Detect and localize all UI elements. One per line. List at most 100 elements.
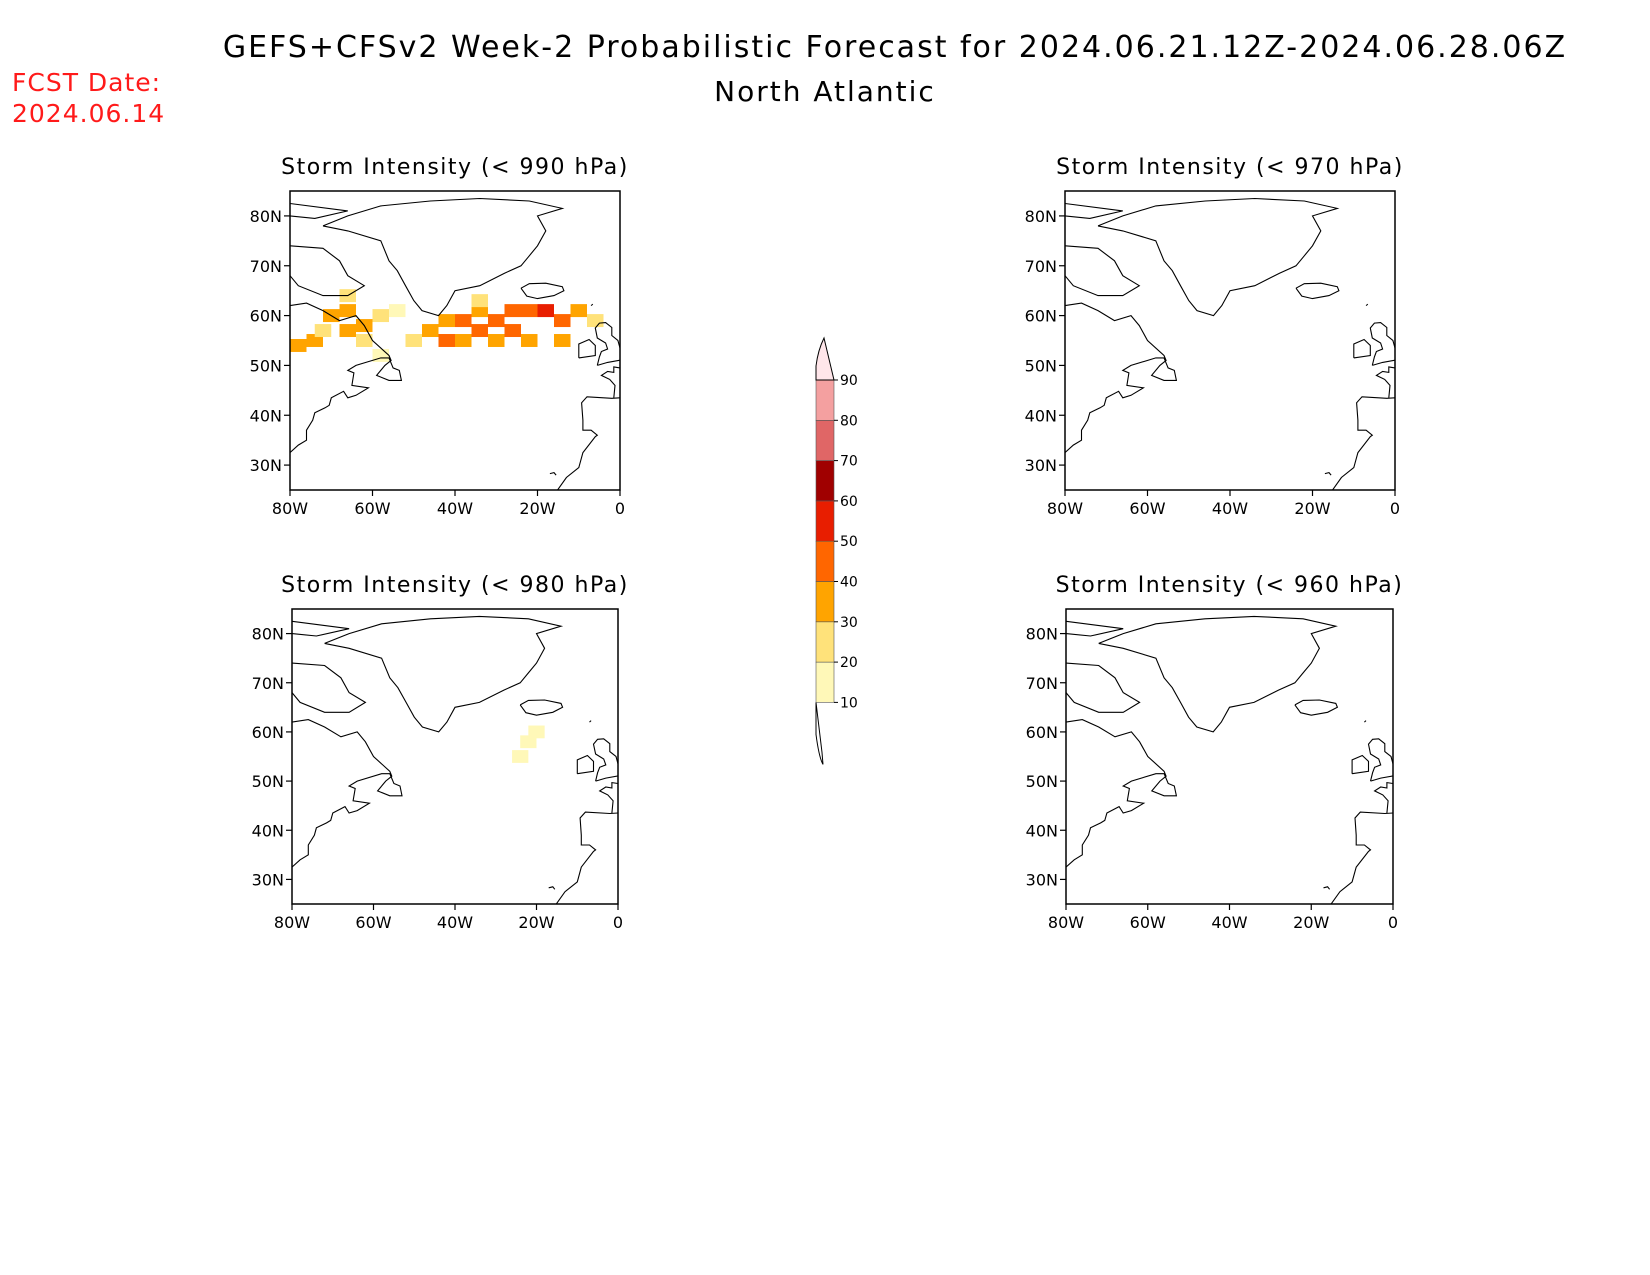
- coastline-path: [1098, 615, 1338, 733]
- probability-cell: [339, 324, 356, 338]
- coastline: [290, 197, 620, 490]
- coastline-path: [292, 620, 350, 637]
- lat-tick-label: 30N: [250, 456, 282, 475]
- lon-tick-label: 20W: [1294, 499, 1330, 518]
- coastline-path: [1367, 738, 1393, 782]
- colorbar-box: [815, 500, 835, 542]
- lon-tick-label: 20W: [519, 499, 555, 518]
- lat-tick-label: 60N: [252, 723, 284, 742]
- probability-cell: [488, 314, 505, 328]
- lat-tick-label: 40N: [1025, 406, 1057, 425]
- lat-tick-label: 80N: [250, 207, 282, 226]
- lat-tick-label: 60N: [1026, 723, 1058, 742]
- coastline: [1066, 615, 1393, 904]
- probability-cell: [339, 304, 356, 318]
- coastline-path: [1373, 781, 1393, 814]
- lat-tick-label: 70N: [1025, 257, 1057, 276]
- coastline-path: [290, 245, 366, 297]
- probability-cell: [587, 314, 604, 328]
- lat-tick-label: 30N: [252, 870, 284, 889]
- coastline-path: [590, 303, 594, 307]
- coastline-path: [520, 282, 565, 300]
- probability-cell: [570, 304, 587, 318]
- lat-tick-label: 80N: [252, 625, 284, 644]
- probability-cell: [314, 324, 332, 338]
- lon-tick-label: 0: [615, 499, 625, 518]
- colorbar-box: [815, 419, 835, 461]
- coastline-path: [519, 699, 564, 716]
- lat-tick-label: 80N: [1026, 625, 1058, 644]
- lat-tick-label: 70N: [252, 674, 284, 693]
- probability-cell: [521, 334, 538, 347]
- panel-title: Storm Intensity (< 960 hPa): [1056, 573, 1404, 598]
- coastline-path: [1065, 202, 1123, 219]
- probability-cell: [455, 314, 472, 328]
- lat-tick-label: 70N: [250, 257, 282, 276]
- coastline-path: [1066, 620, 1124, 637]
- coastline-path: [592, 738, 618, 782]
- probability-cell: [504, 304, 521, 318]
- lat-tick-label: 30N: [1026, 870, 1058, 889]
- map-panel-p970: Storm Intensity (< 970 hPa) 80N 70N 60N 50N 4…: [1025, 155, 1404, 518]
- probability-cell: [389, 304, 406, 318]
- probability-cell: [438, 334, 455, 347]
- colorbar-label: 90: [840, 373, 858, 389]
- lat-tick-label: 40N: [250, 406, 282, 425]
- coastline-path: [1330, 811, 1393, 904]
- coastline-path: [549, 471, 557, 476]
- probability-cell: [554, 334, 571, 347]
- coastline: [292, 615, 618, 904]
- panel-title: Storm Intensity (< 980 hPa): [281, 573, 629, 598]
- probability-cell: [520, 735, 537, 749]
- fcst-date-value: 2024.06.14: [12, 99, 166, 128]
- probability-cell: [356, 334, 373, 347]
- colorbar-box: [815, 540, 835, 582]
- lon-tick-label: 80W: [272, 499, 308, 518]
- probability-cell: [306, 334, 323, 347]
- map-frame: [1065, 608, 1394, 905]
- colorbar-label: 40: [840, 575, 858, 591]
- lat-tick-label: 50N: [1026, 772, 1058, 791]
- probability-cell: [512, 750, 529, 763]
- probability-cell: [488, 334, 505, 347]
- coastline-path: [1369, 322, 1395, 366]
- lon-tick-label: 0: [613, 913, 623, 932]
- coastline-path: [555, 811, 618, 904]
- region-title: North Atlantic: [714, 75, 936, 108]
- coastline-path: [1097, 197, 1340, 317]
- probability-cell: [405, 334, 422, 347]
- panel-title: Storm Intensity (< 970 hPa): [1056, 155, 1404, 180]
- lon-tick-label: 40W: [437, 499, 473, 518]
- coastline-path: [594, 322, 620, 366]
- lon-tick-label: 60W: [354, 499, 390, 518]
- lon-tick-label: 80W: [274, 913, 310, 932]
- coastline-path: [576, 754, 595, 775]
- lon-tick-label: 60W: [355, 913, 391, 932]
- coastline-path: [548, 886, 556, 890]
- coastline-path: [1353, 338, 1371, 359]
- coastline-path: [1375, 366, 1395, 398]
- lon-tick-label: 60W: [1130, 913, 1166, 932]
- fcst-date-label: FCST Date:: [12, 68, 162, 97]
- colorbar-box: [815, 460, 835, 502]
- map-panel-p990: Storm Intensity (< 990 hPa) 80N 70N 60N 50N 4…: [250, 155, 628, 518]
- lat-tick-label: 40N: [252, 821, 284, 840]
- coastline-path: [292, 719, 403, 869]
- lat-tick-label: 70N: [1026, 674, 1058, 693]
- coastline-path: [1066, 662, 1141, 713]
- coastline-path: [1066, 719, 1178, 869]
- coastline-path: [598, 781, 618, 814]
- coastline-path: [290, 202, 348, 219]
- lon-tick-label: 60W: [1129, 499, 1165, 518]
- lon-tick-label: 40W: [437, 913, 473, 932]
- probability-cell: [290, 339, 307, 352]
- lon-tick-label: 20W: [518, 913, 554, 932]
- colorbar-label: 20: [840, 655, 858, 671]
- coastline-path: [324, 615, 564, 733]
- lat-tick-label: 50N: [1025, 356, 1057, 375]
- colorbar-high-end: [815, 336, 835, 381]
- lon-tick-label: 80W: [1048, 913, 1084, 932]
- colorbar-label: 30: [840, 615, 858, 631]
- probability-cell: [455, 334, 472, 347]
